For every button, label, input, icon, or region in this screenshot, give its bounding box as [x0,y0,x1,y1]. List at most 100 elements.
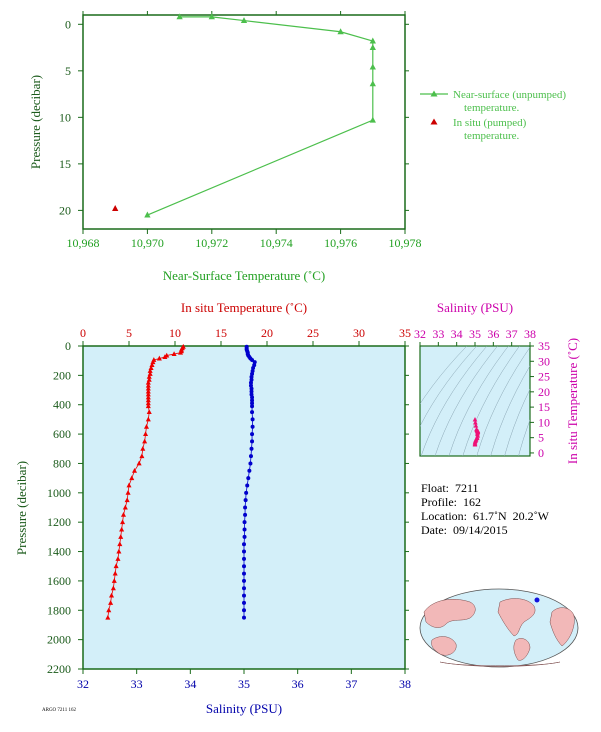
temperature-tick-label: 25 [307,326,319,340]
temperature-point [109,592,115,598]
profile-y-tick-label: 1000 [47,486,71,500]
top-x-tick-label: 10,976 [324,236,357,250]
temperature-point [110,585,116,591]
profile-chart: 0200400600800100012001400160018002000220… [14,300,411,716]
in-situ-point [112,205,119,211]
float-info-panel: Float: 7211 Profile: 162 Location: 61.7˚… [421,481,549,537]
near-surface-point [369,44,376,51]
salinity-point [247,468,252,473]
map-land-africa-europe [549,607,575,647]
salinity-point [248,461,253,466]
ts-x-tick-label: 35 [469,327,481,341]
profile-y-tick-label: 1600 [47,574,71,588]
salinity-point [250,398,255,403]
top-y-tick-label: 15 [59,157,71,171]
legend-marker-pumped [430,118,438,125]
temperature-point [146,409,152,415]
temperature-point [146,374,152,379]
salinity-point [248,454,253,459]
profile-y-tick-label: 0 [65,339,71,353]
salinity-point [245,483,250,488]
location: Location: 61.7˚N 20.2˚W [421,509,549,523]
near-surface-point [176,13,183,20]
ts-plot-frame [419,345,531,457]
salinity-point [250,357,255,362]
near-surface-x-axis-label: Near-Surface Temperature (˚C) [163,268,325,283]
profile-y-tick-label: 2000 [47,633,71,647]
temperature-point [145,403,151,409]
temperature-point [162,354,168,359]
ts-x-tick-label: 33 [432,327,444,341]
salinity-point [250,401,255,406]
density-contour [504,388,530,456]
temperature-point [145,391,151,397]
ts-y-tick-label: 15 [538,400,550,414]
ts-point [473,420,478,425]
temperature-point [116,548,122,554]
ts-y-tick-label: 35 [538,339,550,353]
salinity-point [242,578,246,583]
temperature-point [112,570,118,576]
ts-y-tick-label: 20 [538,385,550,399]
top-y-tick-label: 10 [59,110,71,124]
near-surface-point [369,63,376,70]
temperature-point [105,614,111,620]
footer-note: ARGO 7211 162 [42,708,76,713]
temperature-point [142,438,148,444]
temperature-tick-label: 35 [399,326,411,340]
density-contour [420,346,468,405]
density-contour [434,346,498,456]
temperature-point [106,607,112,613]
temperature-point [145,388,151,394]
near-surface-point [369,37,376,44]
top-x-tick-label: 10,972 [195,236,228,250]
salinity-point [250,410,255,415]
map-land-australia [431,636,457,656]
salinity-axis-label: Salinity (PSU) [206,701,282,716]
ts-point [473,423,479,428]
ts-x-axis-label: Salinity (PSU) [437,300,513,315]
ts-x-tick-label: 34 [451,327,463,341]
near-surface-point [208,13,215,20]
temperature-point [156,355,162,361]
temperature-point [147,371,153,376]
temperature-point [145,397,151,403]
salinity-point [242,534,247,539]
temperature-point [119,526,125,532]
temperature-point [124,497,130,503]
near-surface-point [337,28,344,35]
salinity-point [250,439,255,444]
salinity-tick-label: 37 [345,677,357,691]
near-surface-point [144,211,151,218]
temperature-point [120,519,126,525]
temperature-point [117,541,123,547]
salinity-point [242,549,246,554]
date: Date: 09/14/2015 [421,523,508,537]
profile-y-tick-label: 1800 [47,603,71,617]
density-contour [490,365,530,456]
density-contour [448,346,509,456]
top-x-tick-label: 10,968 [67,236,100,250]
near-surface-chart: 10,968 10,970 10,972 10,974 10,976 10,978 0 5 1… [28,11,569,283]
temperature-point [145,385,151,391]
ts-y-axis-label: In situ Temperature (˚C) [565,338,580,464]
temperature-point [139,453,145,459]
temperature-point [147,368,153,373]
temperature-point [129,475,135,481]
temperature-point [115,556,121,561]
legend-label-unpumped: Near-surface (unpumped) temperature. [453,89,569,114]
temperature-point [120,512,126,517]
temperature-tick-label: 20 [261,326,273,340]
salinity-point [250,417,255,422]
ts-y-tick-label: 10 [538,415,550,429]
ts-y-tick-label: 5 [538,431,544,445]
temperature-point [108,600,114,605]
top-x-tick-label: 10,970 [131,236,164,250]
temperature-point [145,379,151,385]
salinity-point [243,512,248,517]
salinity-point [242,600,246,605]
salinity-point [242,520,247,525]
ts-point [472,442,478,447]
salinity-point [250,404,255,409]
legend-marker-unpumped [430,90,438,97]
